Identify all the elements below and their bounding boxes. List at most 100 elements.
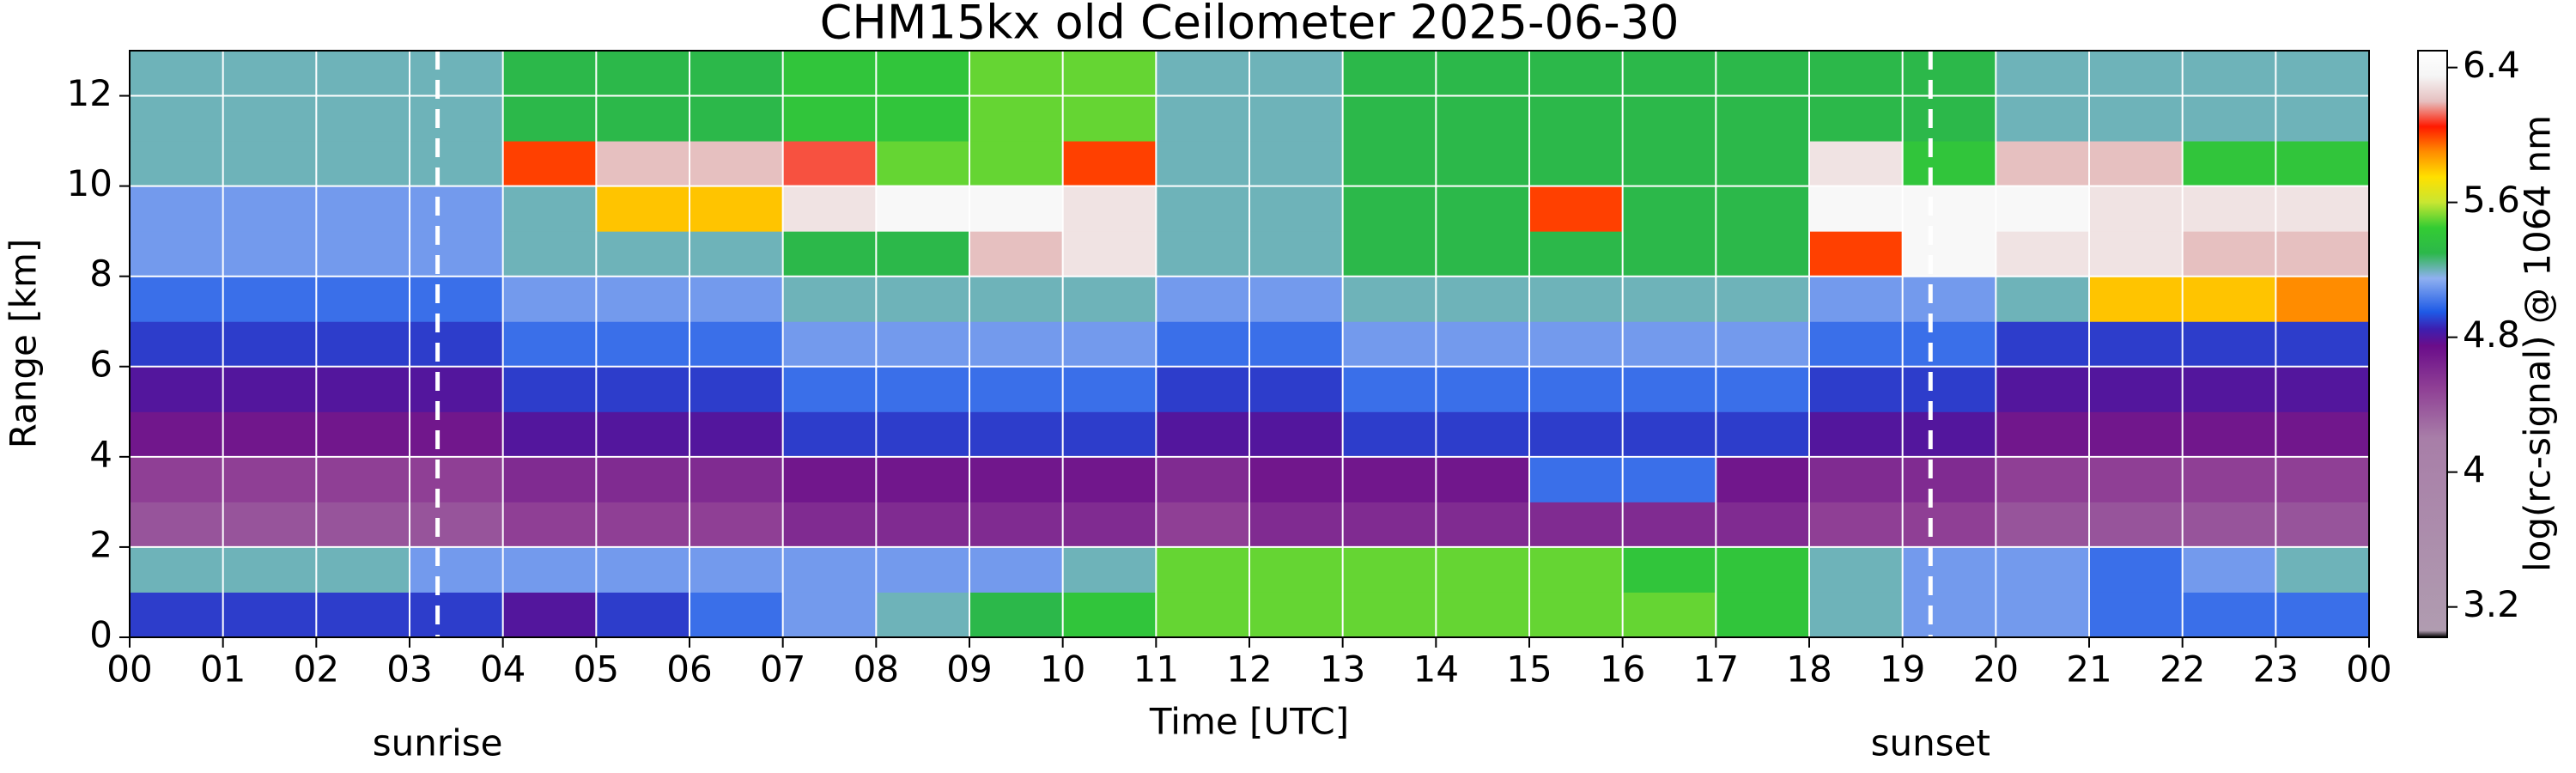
heatmap-cell — [2182, 592, 2276, 638]
heatmap-cell — [1716, 502, 1810, 548]
x-tick-label: 07 — [760, 648, 805, 691]
x-tick-label: 05 — [574, 648, 619, 691]
heatmap-cell — [1996, 592, 2090, 638]
heatmap-cell — [596, 231, 690, 277]
heatmap-cell — [130, 321, 224, 368]
heatmap-cell — [2275, 411, 2370, 458]
heatmap-cell — [410, 95, 504, 142]
heatmap-cell — [1062, 186, 1157, 232]
heatmap-cell — [1529, 456, 1624, 502]
heatmap-cell — [316, 546, 410, 593]
heatmap-cell — [1809, 95, 1904, 142]
heatmap-cell — [1809, 321, 1904, 368]
heatmap-cell — [1716, 186, 1810, 232]
heatmap-cell — [1716, 95, 1810, 142]
heatmap-cell — [1529, 366, 1624, 412]
heatmap-cell — [782, 141, 877, 187]
heatmap-cell — [969, 456, 1064, 502]
heatmap-cell — [1249, 411, 1344, 458]
heatmap-cell — [876, 231, 970, 277]
heatmap-cell — [316, 51, 410, 97]
heatmap-cell — [1622, 546, 1716, 593]
heatmap-cell — [782, 592, 877, 638]
heatmap-cell — [1996, 51, 2090, 97]
heatmap-cell — [1996, 186, 2090, 232]
colorbar — [2417, 50, 2448, 638]
heatmap-cell — [130, 546, 224, 593]
heatmap-cell — [782, 502, 877, 548]
heatmap-cell — [1529, 592, 1624, 638]
heatmap-cell — [596, 366, 690, 412]
colorbar-tick-label: 4.8 — [2463, 313, 2520, 356]
heatmap-cell — [596, 321, 690, 368]
heatmap-cell — [2089, 546, 2184, 593]
heatmap-cell — [1342, 141, 1437, 187]
heatmap-cell — [969, 95, 1064, 142]
heatmap-cell — [876, 502, 970, 548]
heatmap-cell — [1902, 321, 1996, 368]
heatmap-cell — [1902, 366, 1996, 412]
heatmap-cell — [1622, 231, 1716, 277]
heatmap-cell — [876, 546, 970, 593]
heatmap-cell — [222, 366, 317, 412]
x-tick-label: 22 — [2160, 648, 2205, 691]
heatmap-cell — [2089, 276, 2184, 322]
heatmap-cell — [316, 592, 410, 638]
heatmap-cell — [1716, 276, 1810, 322]
heatmap-cell — [1249, 366, 1344, 412]
heatmap-cell — [1529, 411, 1624, 458]
heatmap-cell — [1622, 456, 1716, 502]
heatmap-cell — [1716, 411, 1810, 458]
y-axis-label: Range [km] — [3, 239, 45, 448]
heatmap-cell — [130, 51, 224, 97]
heatmap-cell — [1529, 502, 1624, 548]
y-tick-label: 6 — [89, 343, 112, 385]
heatmap-cell — [782, 546, 877, 593]
heatmap-cell — [130, 366, 224, 412]
heatmap-cell — [782, 366, 877, 412]
heatmap-cell — [1716, 231, 1810, 277]
colorbar-tick-label: 4 — [2463, 448, 2486, 490]
heatmap-cell — [502, 366, 597, 412]
heatmap-cell — [2275, 141, 2370, 187]
heatmap-cell — [596, 186, 690, 232]
heatmap-cell — [1902, 186, 1996, 232]
heatmap-cell — [596, 276, 690, 322]
heatmap-cell — [1156, 51, 1250, 97]
heatmap-cell — [130, 186, 224, 232]
heatmap-cell — [1062, 141, 1157, 187]
heatmap-cell — [1809, 592, 1904, 638]
heatmap-cell — [130, 411, 224, 458]
heatmap-cell — [1062, 321, 1157, 368]
heatmap-cell — [1342, 51, 1437, 97]
heatmap-cell — [782, 411, 877, 458]
heatmap-cell — [690, 321, 784, 368]
heatmap-cell — [690, 411, 784, 458]
heatmap-cell — [2089, 411, 2184, 458]
heatmap-cell — [2182, 366, 2276, 412]
heatmap-cell — [1622, 141, 1716, 187]
heatmap-cell — [222, 546, 317, 593]
heatmap-cell — [130, 276, 224, 322]
heatmap-cell — [1249, 51, 1344, 97]
heatmap-cell — [1622, 95, 1716, 142]
heatmap-cell — [1622, 366, 1716, 412]
heatmap-cell — [316, 366, 410, 412]
heatmap-cell — [1436, 276, 1530, 322]
heatmap-cell — [596, 141, 690, 187]
y-tick-label: 0 — [89, 614, 112, 656]
heatmap-cell — [410, 141, 504, 187]
heatmap-cell — [410, 366, 504, 412]
x-tick-label: 00 — [106, 648, 152, 691]
heatmap-cell — [410, 321, 504, 368]
x-tick-label: 00 — [2346, 648, 2391, 691]
heatmap-cell — [130, 95, 224, 142]
heatmap-cell — [1716, 456, 1810, 502]
heatmap-cell — [2182, 95, 2276, 142]
heatmap-cell — [1062, 546, 1157, 593]
heatmap-cell — [1342, 502, 1437, 548]
heatmap-cell — [1156, 321, 1250, 368]
x-tick-label: 12 — [1226, 648, 1272, 691]
heatmap-cell — [969, 592, 1064, 638]
